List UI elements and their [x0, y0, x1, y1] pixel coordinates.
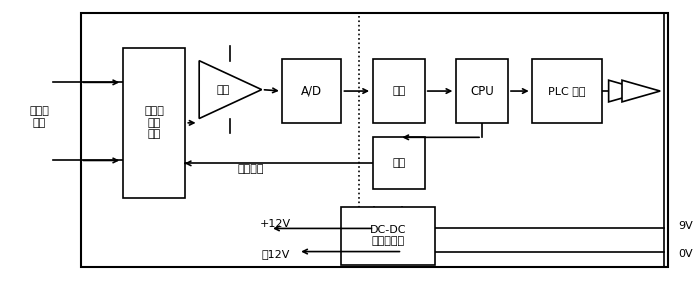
- Bar: [123, 48, 185, 198]
- Polygon shape: [199, 61, 262, 119]
- Text: PLC 接口: PLC 接口: [548, 86, 586, 96]
- Bar: [373, 137, 424, 190]
- Text: 9V: 9V: [678, 220, 693, 231]
- Text: 多路选择: 多路选择: [238, 164, 265, 174]
- Text: DC-DC
隔离变换器: DC-DC 隔离变换器: [370, 225, 406, 246]
- Text: 光耦: 光耦: [392, 86, 406, 96]
- Bar: [533, 59, 602, 123]
- Bar: [81, 13, 667, 267]
- Text: CPU: CPU: [470, 85, 494, 98]
- Text: 模拟量
多路
开关: 模拟量 多路 开关: [144, 106, 164, 140]
- Text: 0V: 0V: [678, 249, 692, 260]
- Polygon shape: [609, 80, 647, 102]
- Bar: [283, 59, 341, 123]
- Text: A/D: A/D: [302, 85, 322, 98]
- Text: 运放: 运放: [217, 85, 230, 95]
- Bar: [373, 59, 424, 123]
- Text: 模拟量
输入: 模拟量 输入: [29, 106, 50, 128]
- Text: －12V: －12V: [261, 249, 290, 260]
- Text: 光耦: 光耦: [392, 158, 406, 168]
- Text: +12V: +12V: [260, 219, 291, 229]
- Polygon shape: [622, 80, 660, 102]
- Bar: [456, 59, 508, 123]
- Bar: [341, 207, 435, 265]
